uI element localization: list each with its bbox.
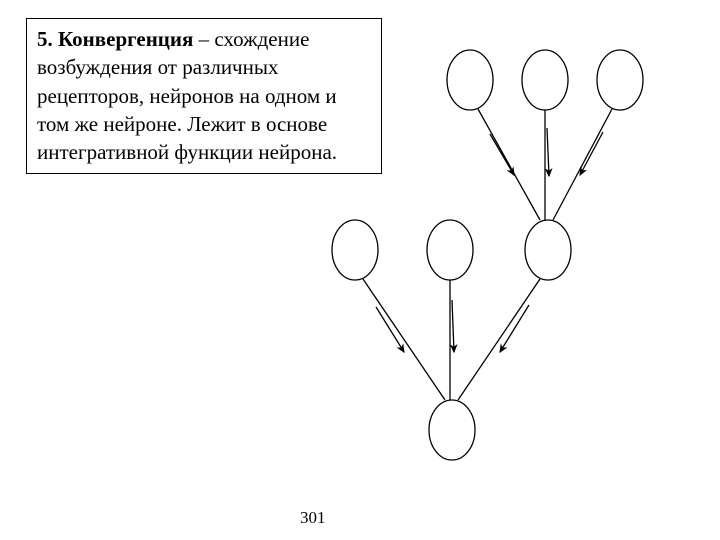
connection-edge [363, 279, 445, 400]
neuron-node [525, 220, 571, 280]
neuron-node [332, 220, 378, 280]
connection-edge [553, 109, 612, 220]
direction-arrow [376, 307, 404, 352]
connection-edge [458, 279, 540, 400]
direction-arrow [547, 128, 549, 176]
direction-arrow [452, 300, 454, 352]
convergence-diagram [0, 0, 720, 540]
connection-edge [478, 109, 540, 220]
neuron-node [427, 220, 473, 280]
direction-arrow [580, 132, 603, 175]
direction-arrow [490, 134, 514, 175]
direction-arrow [500, 305, 529, 352]
neuron-node [522, 50, 568, 110]
neuron-node [597, 50, 643, 110]
neuron-node [447, 50, 493, 110]
neuron-node [429, 400, 475, 460]
